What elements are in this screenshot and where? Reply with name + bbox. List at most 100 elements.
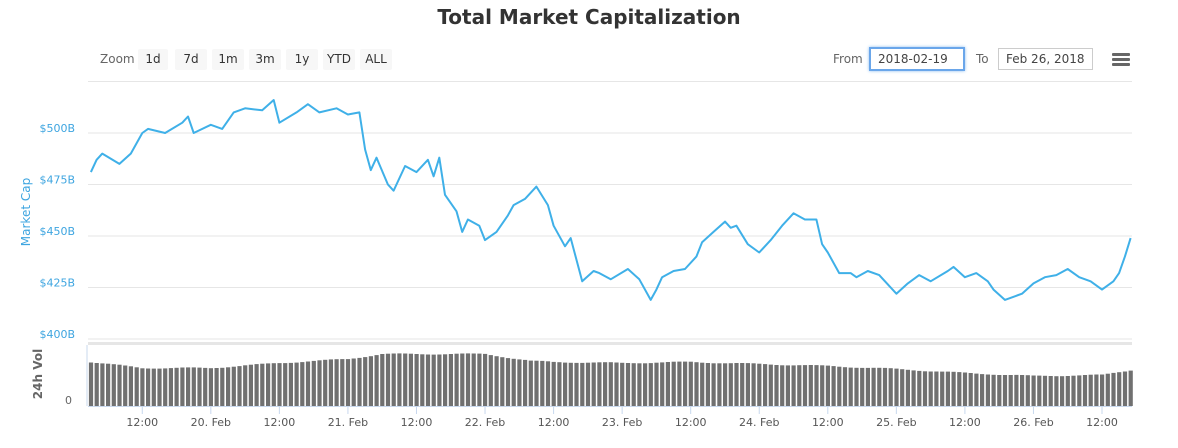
- volume-bar: [1117, 372, 1122, 406]
- volume-bar: [437, 354, 442, 406]
- volume-bar: [900, 369, 905, 406]
- volume-bar: [814, 365, 819, 406]
- volume-bar: [1100, 374, 1105, 406]
- from-label: From: [833, 52, 863, 66]
- from-date-input[interactable]: 2018-02-19: [869, 47, 965, 71]
- volume-bar: [403, 353, 408, 406]
- volume-bar: [1082, 375, 1088, 406]
- y-tick-label: $400B: [39, 328, 75, 341]
- volume-bar: [191, 367, 196, 406]
- volume-bar: [1071, 375, 1076, 406]
- volume-bar: [951, 371, 956, 406]
- volume-bar: [328, 359, 333, 406]
- x-tick-label: 23. Feb: [602, 416, 642, 429]
- volume-bar: [540, 360, 545, 406]
- x-tick-label: 12:00: [1086, 416, 1118, 429]
- volume-bar: [563, 362, 568, 406]
- volume-bar: [1037, 375, 1042, 406]
- volume-bar: [705, 363, 710, 406]
- x-tick-label: 26. Feb: [1013, 416, 1053, 429]
- volume-bar: [711, 363, 716, 406]
- volume-bar: [305, 361, 311, 406]
- volume-bar: [414, 354, 419, 406]
- volume-bar: [111, 364, 116, 406]
- volume-bar: [928, 371, 933, 406]
- volume-bar: [791, 365, 796, 406]
- volume-bar: [300, 362, 305, 406]
- zoom-1d-button[interactable]: 1d: [138, 49, 168, 70]
- volume-bar: [288, 362, 293, 406]
- volume-bar: [694, 362, 699, 406]
- volume-bar: [551, 361, 556, 406]
- volume-bar: [528, 360, 533, 406]
- volume-bar: [882, 367, 888, 406]
- volume-bar: [700, 362, 705, 406]
- volume-bar: [128, 366, 133, 406]
- volume-bar: [957, 372, 962, 406]
- volume-bar: [888, 368, 893, 406]
- volume-bar: [643, 363, 648, 406]
- zoom-1y-button[interactable]: 1y: [286, 49, 318, 70]
- y-tick-label: $450B: [39, 225, 75, 238]
- volume-bar: [1105, 373, 1110, 406]
- volume-bar: [917, 370, 922, 406]
- volume-bar: [677, 361, 682, 406]
- volume-bar: [266, 363, 271, 406]
- volume-bar: [380, 354, 385, 406]
- volume-bar: [368, 356, 373, 406]
- volume-bar: [745, 363, 750, 406]
- volume-bar: [603, 362, 608, 406]
- x-tick-label: 12:00: [401, 416, 433, 429]
- zoom-ytd-button[interactable]: YTD: [323, 49, 355, 70]
- volume-bar: [391, 353, 396, 406]
- volume-bar: [363, 357, 368, 406]
- volume-bar: [151, 368, 156, 406]
- volume-bar: [186, 367, 191, 406]
- volume-bar: [637, 363, 642, 406]
- volume-bar: [180, 367, 185, 406]
- x-tick-label: 22. Feb: [465, 416, 505, 429]
- x-tick-label: 25. Feb: [876, 416, 916, 429]
- volume-bar: [454, 353, 459, 406]
- volume-bar: [134, 367, 139, 406]
- volume-bar: [203, 367, 208, 406]
- volume-bar: [625, 363, 631, 406]
- volume-bar: [283, 363, 288, 406]
- zoom-7d-button[interactable]: 7d: [175, 49, 207, 70]
- volume-bar: [545, 361, 551, 406]
- volume-bar: [408, 353, 413, 406]
- volume-bar: [448, 354, 453, 406]
- to-date-input[interactable]: Feb 26, 2018: [998, 48, 1093, 70]
- volume-bar: [517, 359, 522, 406]
- volume-bar: [471, 353, 476, 406]
- volume-bar: [631, 363, 636, 406]
- hamburger-menu-icon[interactable]: [1112, 53, 1130, 67]
- volume-bar: [237, 366, 242, 406]
- volume-bar: [174, 367, 179, 406]
- x-tick-label: 12:00: [126, 416, 158, 429]
- volume-bar: [500, 357, 505, 406]
- volume-bar: [871, 367, 876, 406]
- volume-bar: [1048, 376, 1053, 406]
- zoom-3m-button[interactable]: 3m: [249, 49, 281, 70]
- volume-bar: [768, 364, 773, 406]
- volume-bar: [1002, 375, 1008, 406]
- volume-bar: [460, 353, 465, 406]
- volume-bar: [568, 362, 573, 406]
- volume-bar: [802, 365, 808, 406]
- volume-bar: [317, 360, 322, 406]
- volume-bar: [997, 375, 1002, 406]
- zoom-all-button[interactable]: ALL: [360, 49, 392, 70]
- x-tick-label: 12:00: [812, 416, 844, 429]
- zoom-1m-button[interactable]: 1m: [212, 49, 244, 70]
- volume-bar: [825, 365, 830, 406]
- volume-bar: [1008, 375, 1013, 406]
- volume-bar: [146, 368, 151, 406]
- volume-bar: [940, 371, 945, 406]
- volume-bar: [854, 367, 859, 406]
- volume-bar: [780, 365, 785, 406]
- volume-bar: [660, 362, 665, 406]
- x-tick-label: 12:00: [538, 416, 570, 429]
- to-label: To: [976, 52, 989, 66]
